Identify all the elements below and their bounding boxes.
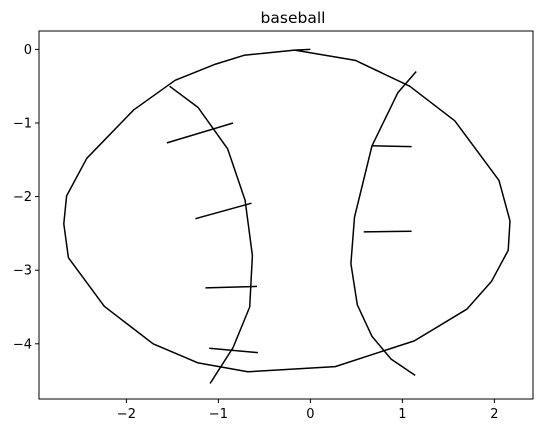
y-tick-label: 0 <box>24 43 32 58</box>
series-line-outline <box>63 49 511 373</box>
axes-frame <box>38 30 534 400</box>
y-tick-label: −2 <box>13 190 32 205</box>
stitch-line-7 <box>363 230 412 233</box>
x-tick-label: −2 <box>117 407 136 422</box>
plot-area <box>63 48 511 384</box>
x-tick-label: 2 <box>490 407 498 422</box>
stitch-line-1 <box>166 122 234 144</box>
y-tick-label: −4 <box>13 337 32 352</box>
stitch-line-5 <box>294 48 311 51</box>
x-tick-label: −1 <box>209 407 228 422</box>
y-tick-label: −1 <box>13 117 32 132</box>
series-line-left-seam <box>169 85 254 384</box>
stitch-line-4 <box>209 347 258 354</box>
x-tick-label: 1 <box>398 407 406 422</box>
chart-title: baseball <box>261 9 326 27</box>
stitch-line-2 <box>195 202 252 220</box>
y-tick-label: −3 <box>13 264 32 279</box>
stitch-line-3 <box>205 285 258 289</box>
axis-ticks: −2 −1 0 1 2 0 −1 −2 −3 −4 <box>13 43 499 422</box>
x-tick-label: 0 <box>306 407 314 422</box>
series-line-right-seam <box>350 71 417 377</box>
stitch-line-6 <box>371 145 412 148</box>
